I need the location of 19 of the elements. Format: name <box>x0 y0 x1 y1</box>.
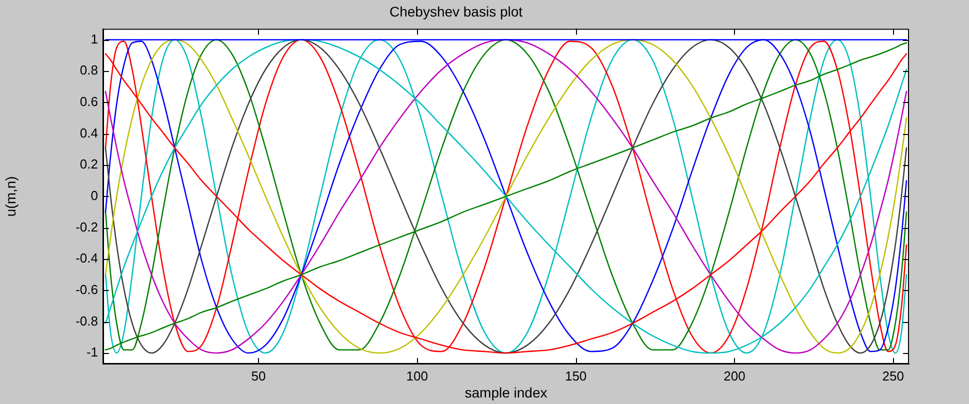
y-tick-label: -0.2 <box>76 219 98 234</box>
y-axis-title: u(m,n) <box>2 176 18 217</box>
x-tick-label: 100 <box>406 368 428 384</box>
x-tick-label: 250 <box>882 368 904 384</box>
chart-title: Chebyshev basis plot <box>389 3 523 20</box>
y-tick-label: -1 <box>86 344 98 360</box>
y-tick-label: 0.4 <box>80 125 98 140</box>
y-tick-label: 0.8 <box>80 62 98 78</box>
x-tick-label: 150 <box>564 368 587 384</box>
y-tick-label: -0.8 <box>76 313 98 328</box>
x-tick-label: 50 <box>251 368 266 384</box>
y-tick-label: 0.6 <box>80 94 98 109</box>
x-axis-title: sample index <box>464 384 548 400</box>
y-tick-label: -0.6 <box>76 282 98 297</box>
y-tick-label: 1 <box>90 31 98 46</box>
y-tick-label: 0.2 <box>80 156 98 172</box>
x-tick-label: 200 <box>724 368 746 384</box>
y-tick-label: 0 <box>90 188 98 203</box>
y-tick-label: -0.4 <box>76 250 98 266</box>
